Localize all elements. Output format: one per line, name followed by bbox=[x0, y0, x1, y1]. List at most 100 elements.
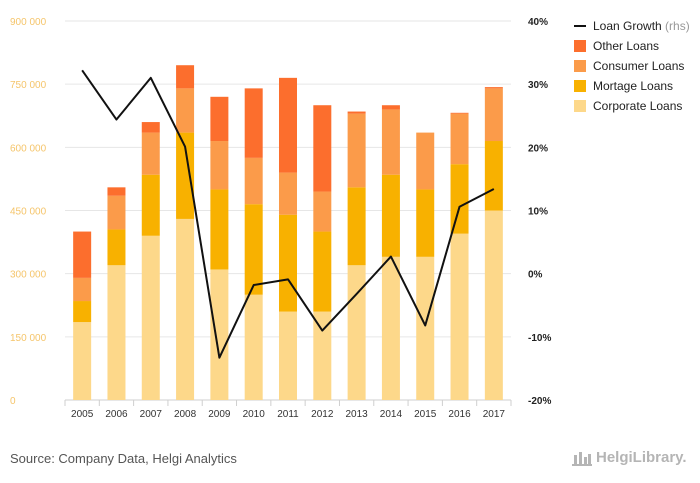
bar-other-loans bbox=[141, 122, 160, 133]
bar-mortage-loans bbox=[279, 214, 297, 312]
bar-other-loans bbox=[176, 65, 195, 89]
bar-mortage-loans bbox=[73, 301, 92, 323]
x-tick-label: 2007 bbox=[140, 409, 163, 420]
bar-mortage-loans bbox=[244, 204, 263, 295]
bar-other-loans bbox=[210, 96, 229, 142]
legend-item-other-loans: Other Loans bbox=[574, 39, 659, 53]
legend-item-loan-growth: Loan Growth (rhs) bbox=[574, 19, 690, 33]
bar-consumer-loans bbox=[107, 195, 126, 230]
bar-other-loans bbox=[73, 231, 92, 278]
bar-mortage-loans bbox=[450, 164, 469, 234]
bar-corporate-loans bbox=[244, 294, 263, 400]
y-right-tick-label: 40% bbox=[528, 17, 548, 28]
bar-consumer-loans bbox=[141, 132, 160, 175]
x-tick-label: 2010 bbox=[243, 409, 266, 420]
x-tick-label: 2008 bbox=[174, 409, 197, 420]
bar-corporate-loans bbox=[347, 265, 366, 400]
x-tick-label: 2011 bbox=[277, 409, 299, 420]
bar-other-loans bbox=[484, 87, 503, 89]
bar-mortage-loans bbox=[347, 187, 366, 266]
bar-other-loans bbox=[450, 112, 469, 114]
bar-consumer-loans bbox=[484, 88, 503, 142]
x-tick-label: 2014 bbox=[380, 409, 403, 420]
bar-corporate-loans bbox=[416, 256, 435, 400]
source-note: Source: Company Data, Helgi Analytics bbox=[10, 451, 237, 466]
y-left-tick-label: 450 000 bbox=[10, 207, 47, 218]
bar-other-loans bbox=[107, 187, 126, 196]
legend-label: Mortage Loans bbox=[593, 79, 673, 93]
y-right-tick-label: 0% bbox=[528, 270, 543, 281]
bar-other-loans bbox=[279, 77, 297, 173]
x-tick-label: 2015 bbox=[414, 409, 437, 420]
bar-other-loans bbox=[381, 105, 400, 110]
bar-consumer-loans bbox=[73, 277, 92, 302]
bar-mortage-loans bbox=[107, 229, 126, 266]
bar-other-loans bbox=[313, 105, 332, 192]
y-left-tick-label: 150 000 bbox=[10, 333, 47, 344]
axis-ticks: 0 150 000 300 000 450 000 600 000 750 000 900 … bbox=[10, 17, 551, 420]
y-left-tick-label: 600 000 bbox=[10, 143, 47, 154]
library-icon bbox=[572, 450, 592, 466]
bar-mortage-loans bbox=[210, 189, 229, 270]
y-right-tick-label: -20% bbox=[528, 396, 551, 407]
bar-mortage-loans bbox=[381, 174, 400, 257]
bar-corporate-loans bbox=[484, 210, 503, 400]
legend-label: Other Loans bbox=[593, 39, 659, 53]
legend-item-corporate-loans: Corporate Loans bbox=[574, 99, 682, 113]
legend: Loan Growth (rhs) Other Loans Consumer Loa… bbox=[574, 19, 690, 113]
bar-mortage-loans bbox=[141, 174, 160, 236]
bar-consumer-loans bbox=[244, 157, 263, 205]
y-right-tick-label: -10% bbox=[528, 333, 551, 344]
bar-corporate-loans bbox=[73, 322, 92, 400]
bar-corporate-loans bbox=[141, 235, 160, 400]
bar-corporate-loans bbox=[279, 311, 297, 400]
bar-mortage-loans bbox=[484, 141, 503, 211]
legend-swatch bbox=[574, 60, 586, 72]
bar-corporate-loans bbox=[210, 269, 229, 400]
bar-mortage-loans bbox=[416, 189, 435, 257]
x-tick-label: 2006 bbox=[105, 409, 128, 420]
x-tick-label: 2017 bbox=[483, 409, 506, 420]
y-right-tick-label: 30% bbox=[528, 80, 548, 91]
y-right-tick-label: 20% bbox=[528, 143, 548, 154]
legend-swatch bbox=[574, 100, 586, 112]
legend-label: Loan Growth (rhs) bbox=[593, 19, 690, 33]
bar-consumer-loans bbox=[313, 191, 332, 232]
bar-consumer-loans bbox=[381, 109, 400, 175]
legend-label: Corporate Loans bbox=[593, 99, 682, 113]
bar-corporate-loans bbox=[381, 256, 400, 400]
logo-text: HelgiLibrary. bbox=[596, 449, 687, 466]
bars bbox=[73, 65, 503, 400]
y-left-tick-label: 0 bbox=[10, 396, 16, 407]
helgi-library-logo: HelgiLibrary. bbox=[572, 449, 687, 466]
legend-label: Consumer Loans bbox=[593, 59, 684, 73]
x-tick-label: 2013 bbox=[345, 409, 368, 420]
bar-corporate-loans bbox=[313, 311, 332, 400]
bar-consumer-loans bbox=[450, 113, 469, 165]
bar-other-loans bbox=[347, 111, 366, 114]
bar-consumer-loans bbox=[347, 113, 366, 188]
bar-corporate-loans bbox=[107, 265, 126, 400]
legend-axis-note: (rhs) bbox=[665, 19, 690, 33]
bar-mortage-loans bbox=[313, 231, 332, 312]
legend-swatch bbox=[574, 80, 586, 92]
y-left-tick-label: 750 000 bbox=[10, 80, 47, 91]
x-tick-label: 2016 bbox=[448, 409, 471, 420]
x-tick-label: 2009 bbox=[208, 409, 231, 420]
bar-corporate-loans bbox=[176, 218, 195, 400]
bar-consumer-loans bbox=[176, 88, 195, 133]
bar-other-loans bbox=[244, 88, 263, 158]
y-left-tick-label: 300 000 bbox=[10, 270, 47, 281]
legend-item-consumer-loans: Consumer Loans bbox=[574, 59, 684, 73]
y-left-tick-label: 900 000 bbox=[10, 17, 47, 28]
y-right-tick-label: 10% bbox=[528, 207, 548, 218]
bar-consumer-loans bbox=[210, 141, 229, 190]
legend-item-mortage-loans: Mortage Loans bbox=[574, 79, 673, 93]
bar-corporate-loans bbox=[450, 233, 469, 400]
bar-consumer-loans bbox=[279, 172, 297, 215]
bar-mortage-loans bbox=[176, 132, 195, 219]
loan-growth-line bbox=[81, 69, 495, 359]
legend-swatch bbox=[574, 40, 586, 52]
bar-consumer-loans bbox=[416, 132, 435, 190]
